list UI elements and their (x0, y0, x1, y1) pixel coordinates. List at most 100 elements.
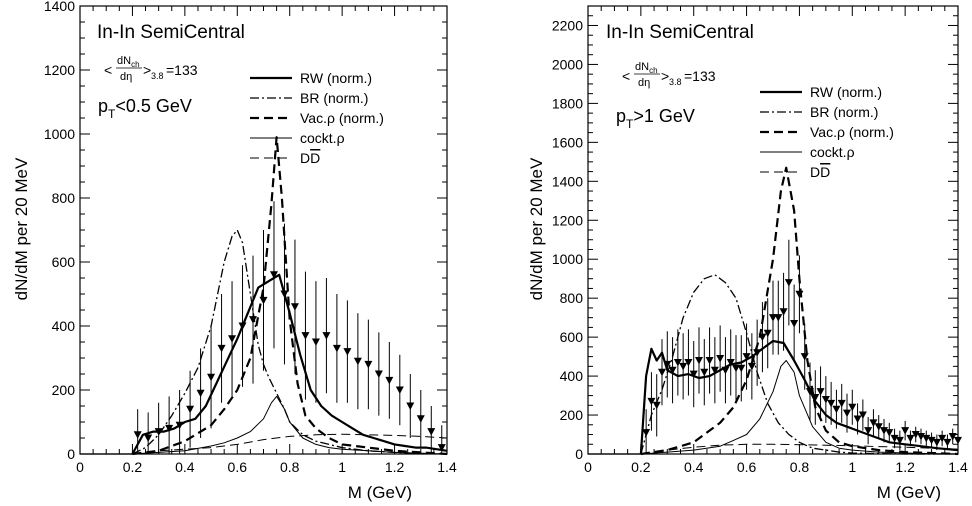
right-data-point (774, 314, 783, 322)
left-multiplicity-label: < dNch dη > 3.8 =133 (104, 55, 198, 83)
left-ticks: 0 0.2 0.4 0.6 0.8 1 1.2 1.4 0 200 400 600 800 1000 120… (44, 0, 457, 475)
right-data-point (721, 366, 730, 375)
right-data-point (673, 358, 682, 367)
right-data-point (885, 429, 894, 437)
left-data-point (427, 428, 436, 436)
right-data-point (943, 438, 952, 447)
right-ticks: 0 0.2 0.4 0.6 0.8 1 1.2 1.4 0 200 400 600 800 1000 120… (552, 5, 968, 475)
right-data-point (658, 368, 666, 377)
left-data-point (207, 373, 216, 382)
left-data-point (290, 303, 299, 311)
right-data-point (827, 399, 836, 408)
right-x-axis-label: M (GeV) (877, 483, 941, 502)
left-x-axis-label: M (GeV) (348, 483, 412, 502)
right-legend: RW (norm.) BR (norm.) Vac.ρ (norm.) cockt.ρ… (760, 84, 894, 180)
right-x-tick-label: 0.6 (737, 459, 757, 475)
right-mult-lt: < (622, 68, 630, 84)
right-data-point (790, 319, 799, 328)
left-x-tick-label: 1.4 (437, 459, 457, 475)
right-data-point (716, 355, 725, 363)
right-data-point (816, 388, 825, 396)
right-data-point (695, 357, 703, 365)
right-legend-label-1: BR (norm.) (810, 104, 878, 120)
right-data-point (800, 353, 809, 361)
left-data-point (259, 296, 268, 305)
right-data-point (895, 436, 904, 445)
left-series-3-line (132, 395, 448, 455)
left-data-point (395, 386, 404, 394)
right-data-point (753, 349, 762, 357)
right-y-axis-label: dN/dM per 20 MeV (527, 157, 546, 300)
right-mult-sub: 3.8 (669, 77, 682, 87)
right-y-tick-label: 0 (575, 446, 583, 462)
left-plot-area (80, 136, 448, 456)
right-data-point (763, 329, 772, 338)
right-data-point (843, 409, 851, 418)
left-y-tick-label: 400 (52, 318, 76, 334)
left-data-point (186, 405, 195, 414)
right-data-point (832, 405, 841, 414)
right-mult-num: dNch (635, 61, 658, 75)
left-data-point (165, 424, 174, 433)
left-data-point (385, 376, 394, 385)
right-data-point (917, 432, 925, 441)
right-data-point (679, 362, 688, 371)
left-y-tick-label: 800 (52, 190, 76, 206)
right-x-tick-label: 1 (848, 459, 856, 475)
right-x-tick-label: 0.4 (684, 459, 704, 475)
left-y-tick-label: 1200 (44, 62, 75, 78)
left-data-point (133, 431, 142, 439)
left-mult-den: dη (120, 71, 132, 83)
left-x-tick-label: 0.4 (175, 459, 195, 475)
right-data-point (932, 438, 941, 447)
right-multiplicity-label: < dNch dη > 3.8 =133 (622, 61, 716, 89)
right-data-point (922, 434, 931, 443)
left-data-point (322, 332, 331, 340)
right-title: In-In SemiCentral (606, 22, 754, 43)
left-data-point (374, 370, 383, 378)
left-data-point (238, 322, 247, 330)
right-data-point (901, 427, 910, 435)
left-data-point (280, 290, 289, 298)
right-data-point (853, 415, 862, 423)
right-data-point (784, 279, 793, 287)
right-series-3-line (640, 360, 959, 455)
right-data-point (652, 401, 661, 410)
left-data-point (269, 271, 278, 279)
right-x-tick-label: 0.2 (631, 459, 651, 475)
left-legend-label-3: cockt.ρ (300, 130, 345, 146)
right-data-point (927, 436, 936, 445)
right-data-point (911, 431, 920, 439)
left-title: In-In SemiCentral (97, 22, 245, 43)
left-data-point (343, 348, 352, 356)
right-data-point (858, 411, 867, 420)
right-x-tick-label: 0.8 (790, 459, 810, 475)
right-series-1-line (640, 274, 958, 455)
right-y-tick-label: 600 (560, 329, 584, 345)
right-data-point (821, 395, 830, 404)
right-data-point (938, 434, 947, 443)
left-y-tick-label: 600 (52, 254, 76, 270)
right-data-point (806, 388, 814, 396)
left-data-point (416, 415, 425, 423)
right-y-tick-label: 2000 (552, 56, 583, 72)
right-panel: dN/dM per 20 MeV M (GeV) 0 0.2 0.4 0.6 0.8 1 1… (527, 5, 968, 502)
right-y-tick-label: 2200 (552, 17, 583, 33)
left-x-tick-label: 0.8 (280, 459, 300, 475)
right-y-tick-label: 200 (560, 407, 584, 423)
right-data-point (848, 403, 857, 412)
right-x-tick-label: 1.4 (948, 459, 968, 475)
left-data-point (196, 389, 205, 398)
right-legend-label-3: cockt.ρ (810, 144, 855, 160)
left-data-point (249, 316, 258, 324)
left-mult-lt: < (104, 62, 112, 78)
right-data-point (880, 427, 888, 435)
right-legend-label-0: RW (norm.) (810, 84, 882, 100)
left-data-point (364, 360, 373, 369)
left-mult-gt: > (143, 62, 151, 78)
right-pt-cut: pT>1 GeV (616, 106, 695, 131)
right-data-point (795, 290, 804, 299)
left-pt-cut: pT<0.5 GeV (98, 96, 192, 121)
right-data-point (647, 397, 656, 406)
